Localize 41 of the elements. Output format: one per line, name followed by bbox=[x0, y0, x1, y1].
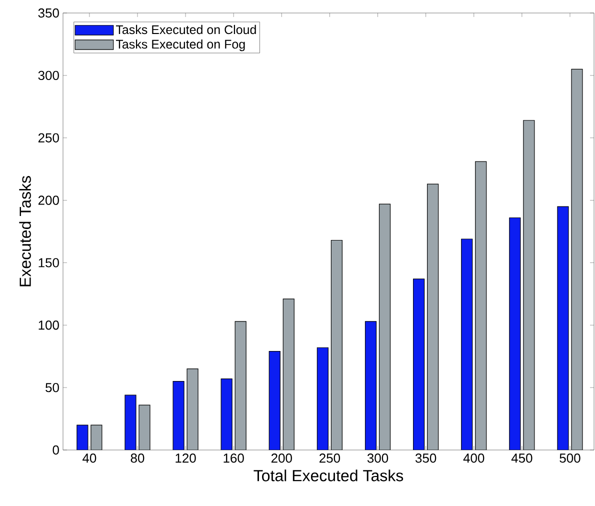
x-tick-label: 250 bbox=[320, 454, 340, 463]
y-tick-label: 100 bbox=[38, 320, 59, 330]
y-axis-title: Executed Tasks bbox=[19, 176, 31, 286]
bar bbox=[220, 378, 232, 450]
x-tick-label: 450 bbox=[511, 454, 532, 463]
y-tick-label: 200 bbox=[38, 196, 59, 205]
bar bbox=[523, 120, 535, 450]
legend-label: Tasks Executed on Cloud bbox=[116, 24, 256, 34]
bar bbox=[557, 206, 569, 450]
bar bbox=[461, 238, 473, 450]
y-tick-label: 300 bbox=[38, 70, 59, 80]
y-tick-label: 150 bbox=[38, 258, 59, 268]
x-tick-label: 350 bbox=[415, 454, 436, 463]
x-tick-label: 300 bbox=[367, 454, 388, 463]
bar bbox=[475, 161, 487, 450]
y-tick-label: 250 bbox=[38, 133, 59, 142]
x-tick-label: 400 bbox=[463, 454, 484, 463]
x-axis-title: Total Executed Tasks bbox=[254, 470, 404, 482]
bar bbox=[268, 351, 280, 450]
y-tick-label: 50 bbox=[46, 382, 59, 392]
bar bbox=[282, 298, 294, 450]
x-tick-label: 80 bbox=[130, 454, 144, 463]
x-tick-label: 160 bbox=[224, 454, 244, 463]
bar bbox=[378, 204, 391, 450]
x-tick-label: 40 bbox=[82, 454, 96, 463]
bar bbox=[316, 347, 329, 450]
x-tick-label: 200 bbox=[271, 454, 292, 463]
bar bbox=[571, 68, 583, 450]
bar bbox=[413, 278, 425, 450]
y-tick-label: 0 bbox=[52, 445, 59, 455]
legend-label: Tasks Executed on Fog bbox=[116, 39, 245, 52]
bar bbox=[364, 321, 377, 450]
x-tick-label: 120 bbox=[176, 454, 196, 463]
bar bbox=[509, 217, 521, 450]
bar bbox=[186, 368, 198, 450]
bar bbox=[234, 321, 246, 450]
x-tick-label: 500 bbox=[560, 454, 580, 463]
y-tick-label: 350 bbox=[38, 8, 59, 18]
bar bbox=[427, 184, 439, 450]
bar bbox=[172, 381, 184, 450]
bar bbox=[330, 240, 343, 450]
